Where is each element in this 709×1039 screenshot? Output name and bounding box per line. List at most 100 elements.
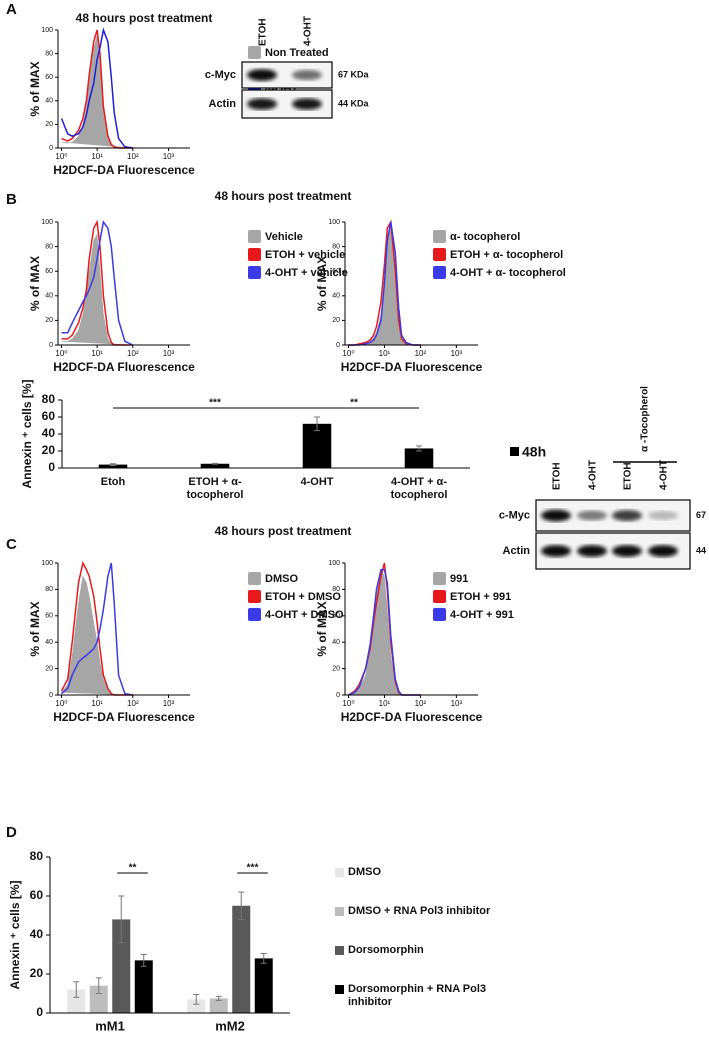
section-title: 48 hours post treatment (215, 524, 352, 538)
error-bar (73, 981, 80, 998)
y-tick-label: 40 (42, 426, 56, 440)
legend-label: Dorsomorphin + RNA Pol3 inhibitor (348, 983, 487, 1008)
blot-row-label: c-Myc (499, 509, 530, 521)
legend-label: 4-OHT + α- tocopherol (450, 267, 566, 279)
y-tick-label: 40 (332, 293, 340, 300)
y-tick-label: 20 (45, 121, 53, 128)
legend-label-box: DMSO + RNA Pol3 inhibitor (348, 905, 490, 917)
y-tick-label: 100 (328, 219, 340, 226)
y-tick-label: 20 (332, 317, 340, 324)
bar (89, 985, 108, 1013)
y-tick-label: 80 (45, 243, 53, 250)
significance-label: *** (247, 863, 259, 874)
curve (60, 27, 133, 149)
blot-row-label: Actin (503, 545, 531, 557)
y-tick-label: 80 (45, 50, 53, 57)
error-bar (260, 953, 267, 964)
x-tick-label: 10³ (163, 152, 175, 161)
y-tick-label: 40 (332, 639, 340, 646)
legend-label-box: DMSO (348, 866, 381, 878)
legend-swatch (248, 608, 261, 621)
x-tick-label-box: 4-OHT (301, 476, 334, 488)
blot-band (292, 98, 322, 110)
legend-label: Non Treated (265, 47, 329, 59)
y-tick-label: 100 (328, 560, 340, 567)
section-title: 48 hours post treatment (215, 189, 352, 203)
x-axis-label: H2DCF-DA Fluorescence (53, 360, 195, 374)
legend-swatch (433, 230, 446, 243)
y-tick-label: 80 (42, 392, 56, 406)
legend-label: ETOH + 991 (450, 591, 511, 603)
x-axis-label: H2DCF-DA Fluorescence (341, 710, 483, 724)
y-tick-label: 40 (45, 639, 53, 646)
blot-band (577, 545, 607, 557)
x-tick-label: 10¹ (91, 152, 103, 161)
x-tick-label: 10³ (163, 699, 175, 708)
legend-swatch (248, 248, 261, 261)
x-tick-label: 10⁰ (55, 152, 67, 161)
x-tick-label: 10⁰ (55, 349, 67, 358)
y-tick-label: 60 (45, 268, 53, 275)
x-tick-label: 10⁰ (55, 699, 67, 708)
x-axis-label: H2DCF-DA Fluorescence (341, 360, 483, 374)
y-tick-label: 20 (332, 665, 340, 672)
legend-swatch (433, 608, 446, 621)
legend-label: 4-OHT + DMSO (265, 609, 344, 621)
blot-band (612, 545, 642, 557)
x-tick-label: 10⁰ (342, 699, 354, 708)
blot-band (292, 69, 322, 81)
y-tick-label: 60 (332, 613, 340, 620)
error-bar (118, 895, 125, 944)
x-tick-label: 10³ (163, 349, 175, 358)
chart-title: 48 hours post treatment (76, 11, 213, 25)
y-tick-label: 80 (332, 243, 340, 250)
legend-label: DMSO (348, 866, 381, 878)
legend-label: ETOH + DMSO (265, 591, 341, 603)
legend-label: 4-OHT + vehicle (265, 267, 348, 279)
x-tick-label: 10¹ (91, 349, 103, 358)
y-tick-label: 80 (332, 586, 340, 593)
x-axis-label: H2DCF-DA Fluorescence (53, 163, 195, 177)
legend-label: Dorsomorphin (348, 944, 424, 956)
y-tick-label: 40 (45, 293, 53, 300)
y-axis-label: % of MAX (315, 601, 329, 656)
x-tick-label: 10² (127, 699, 139, 708)
blot-band (541, 509, 571, 522)
error-bar (95, 977, 102, 994)
y-tick-label: 60 (45, 613, 53, 620)
x-tick-label: 10² (127, 152, 139, 161)
y-tick-label: 60 (332, 268, 340, 275)
blot-band (577, 510, 607, 521)
curve (348, 219, 421, 346)
y-axis-label: % of MAX (28, 601, 42, 656)
blot-band (648, 511, 678, 520)
y-tick-label: 100 (41, 27, 53, 34)
y-tick-label: 60 (42, 409, 56, 423)
blot-size-label: 67 KDa (696, 510, 709, 520)
legend-label-box: Dorsomorphin (348, 944, 424, 956)
y-axis-label: Annexin ⁺ cells [%] (20, 379, 34, 488)
legend-swatch (248, 266, 261, 279)
y-axis-label: Annexin ⁺ cells [%] (8, 880, 22, 989)
y-tick-label: 0 (49, 692, 53, 699)
error-bar (110, 463, 116, 466)
bar (67, 989, 86, 1013)
bar (134, 960, 153, 1013)
x-tick-label-box: Etoh (101, 476, 125, 488)
legend-label: 48h (522, 444, 546, 460)
x-tick-label: 10¹ (91, 699, 103, 708)
x-tick-label: 10³ (451, 699, 463, 708)
significance-label: ** (350, 398, 358, 409)
panel-label: B (6, 191, 17, 208)
bar (254, 958, 273, 1013)
legend-swatch (510, 447, 519, 456)
x-tick-label: 10³ (451, 349, 463, 358)
x-tick-label: 10² (415, 699, 427, 708)
y-tick-label: 100 (41, 219, 53, 226)
y-tick-label: 20 (45, 665, 53, 672)
blot-band (541, 545, 571, 557)
bar (112, 919, 131, 1013)
area (348, 568, 421, 696)
legend-swatch (248, 46, 261, 59)
bar (200, 463, 230, 468)
